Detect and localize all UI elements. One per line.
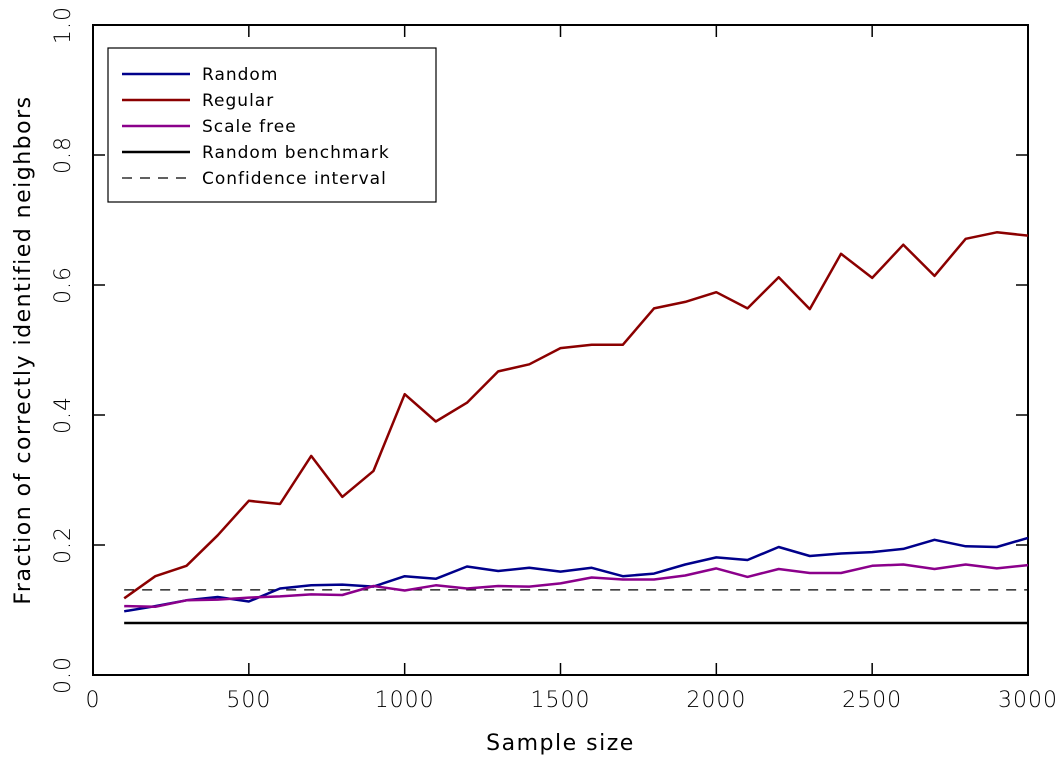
series-line-regular (123, 231, 1029, 600)
x-tick-label: 3000 (998, 688, 1058, 713)
legend-label: Confidence interval (202, 169, 387, 189)
y-tick-label: 0.2 (51, 526, 76, 564)
y-tick-label: 0.8 (51, 136, 76, 174)
legend: Random Regular Scale free Random benchmark C… (107, 47, 437, 203)
legend-label: Random benchmark (202, 143, 390, 163)
x-tick-label: 1000 (375, 688, 435, 713)
y-tick-label: 0.4 (51, 396, 76, 434)
series-line-scale-free (124, 563, 1029, 609)
y-tick-label: 0.6 (51, 266, 76, 304)
x-tick-label: 0 (86, 688, 101, 713)
axis-ticks (92, 24, 1029, 676)
y-tick-label: 1.0 (51, 6, 76, 44)
series-line-random (123, 536, 1029, 613)
legend-label: Regular (202, 91, 274, 111)
legend-label: Random (202, 65, 278, 85)
axis-tick-labels: 0 500 1000 1500 2000 2500 3000 0.0 0.2 0.4 0.6 0.8 1… (51, 6, 1058, 713)
data-lines (123, 231, 1029, 625)
x-tick-label: 1500 (531, 688, 591, 713)
x-tick-label: 500 (226, 688, 271, 713)
x-tick-label: 2000 (686, 688, 746, 713)
y-tick-label: 0.0 (51, 656, 76, 694)
x-tick-label: 2500 (842, 688, 902, 713)
x-axis-title: Sample size (486, 731, 635, 756)
y-axis-title: Fraction of correctly identified neighbo… (11, 95, 36, 604)
legend-label: Scale free (202, 117, 297, 137)
